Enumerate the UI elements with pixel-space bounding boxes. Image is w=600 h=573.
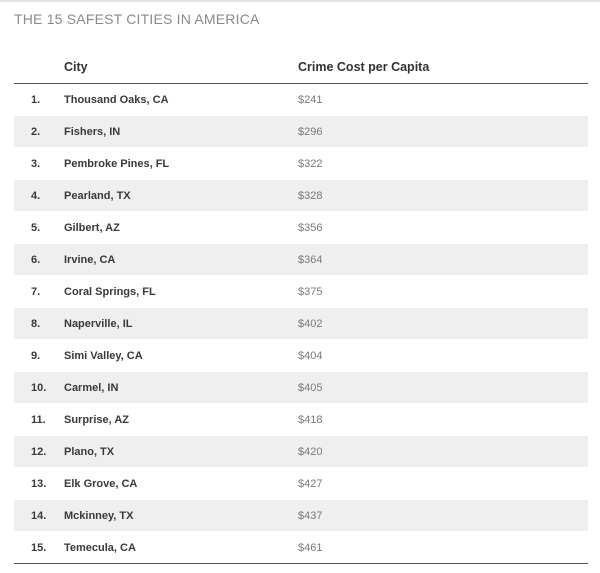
crime-cost-cell: $402 bbox=[298, 307, 588, 340]
rank-cell: 11. bbox=[14, 403, 64, 436]
rank-cell: 8. bbox=[14, 307, 64, 340]
table-row: 5. Gilbert, AZ $356 bbox=[14, 211, 588, 244]
rank-cell: 1. bbox=[14, 83, 64, 116]
table-row: 15. Temecula, CA $461 bbox=[14, 531, 588, 564]
rank-cell: 7. bbox=[14, 275, 64, 308]
table-row: 11. Surprise, AZ $418 bbox=[14, 403, 588, 436]
rank-cell: 13. bbox=[14, 467, 64, 500]
city-cell: Carmel, IN bbox=[64, 371, 298, 404]
crime-cost-cell: $322 bbox=[298, 147, 588, 180]
crime-cost-cell: $241 bbox=[298, 83, 588, 116]
crime-cost-cell: $461 bbox=[298, 531, 588, 564]
crime-cost-cell: $418 bbox=[298, 403, 588, 436]
rank-cell: 10. bbox=[14, 371, 64, 404]
page-title: THE 15 SAFEST CITIES IN AMERICA bbox=[14, 11, 260, 27]
table-row: 4. Pearland, TX $328 bbox=[14, 179, 588, 212]
city-cell: Plano, TX bbox=[64, 435, 298, 468]
crime-cost-cell: $328 bbox=[298, 179, 588, 212]
rank-column-header bbox=[14, 50, 64, 84]
crime-cost-cell: $405 bbox=[298, 371, 588, 404]
crime-cost-cell: $420 bbox=[298, 435, 588, 468]
crime-cost-cell: $375 bbox=[298, 275, 588, 308]
city-cell: Simi Valley, CA bbox=[64, 339, 298, 372]
rank-cell: 5. bbox=[14, 211, 64, 244]
rank-cell: 14. bbox=[14, 499, 64, 532]
rank-cell: 15. bbox=[14, 531, 64, 564]
city-cell: Gilbert, AZ bbox=[64, 211, 298, 244]
safest-cities-table: City Crime Cost per Capita 1. Thousand Oa… bbox=[14, 50, 588, 564]
city-cell: Elk Grove, CA bbox=[64, 467, 298, 500]
top-divider bbox=[0, 0, 600, 2]
city-cell: Thousand Oaks, CA bbox=[64, 83, 298, 116]
crime-cost-cell: $404 bbox=[298, 339, 588, 372]
table-header-row: City Crime Cost per Capita bbox=[14, 50, 588, 84]
city-cell: Pearland, TX bbox=[64, 179, 298, 212]
rank-cell: 2. bbox=[14, 115, 64, 148]
table-row: 1. Thousand Oaks, CA $241 bbox=[14, 83, 588, 116]
table-row: 6. Irvine, CA $364 bbox=[14, 243, 588, 276]
city-column-header: City bbox=[64, 50, 298, 84]
table-row: 9. Simi Valley, CA $404 bbox=[14, 339, 588, 372]
crime-cost-cell: $437 bbox=[298, 499, 588, 532]
city-cell: Irvine, CA bbox=[64, 243, 298, 276]
crime-cost-cell: $364 bbox=[298, 243, 588, 276]
table-row: 10. Carmel, IN $405 bbox=[14, 371, 588, 404]
table-row: 13. Elk Grove, CA $427 bbox=[14, 467, 588, 500]
city-cell: Fishers, IN bbox=[64, 115, 298, 148]
city-cell: Surprise, AZ bbox=[64, 403, 298, 436]
city-cell: Temecula, CA bbox=[64, 531, 298, 564]
city-cell: Pembroke Pines, FL bbox=[64, 147, 298, 180]
crime-cost-cell: $427 bbox=[298, 467, 588, 500]
table-row: 3. Pembroke Pines, FL $322 bbox=[14, 147, 588, 180]
crime-cost-cell: $296 bbox=[298, 115, 588, 148]
rank-cell: 9. bbox=[14, 339, 64, 372]
city-cell: Mckinney, TX bbox=[64, 499, 298, 532]
rank-cell: 4. bbox=[14, 179, 64, 212]
table-row: 12. Plano, TX $420 bbox=[14, 435, 588, 468]
table-row: 7. Coral Springs, FL $375 bbox=[14, 275, 588, 308]
table-row: 2. Fishers, IN $296 bbox=[14, 115, 588, 148]
rank-cell: 12. bbox=[14, 435, 64, 468]
city-cell: Naperville, IL bbox=[64, 307, 298, 340]
table-body: 1. Thousand Oaks, CA $241 2. Fishers, IN $296… bbox=[14, 83, 588, 564]
rank-cell: 6. bbox=[14, 243, 64, 276]
table-row: 14. Mckinney, TX $437 bbox=[14, 499, 588, 532]
crime-cost-cell: $356 bbox=[298, 211, 588, 244]
table-row: 8. Naperville, IL $402 bbox=[14, 307, 588, 340]
city-cell: Coral Springs, FL bbox=[64, 275, 298, 308]
crime-cost-column-header: Crime Cost per Capita bbox=[298, 50, 588, 84]
rank-cell: 3. bbox=[14, 147, 64, 180]
